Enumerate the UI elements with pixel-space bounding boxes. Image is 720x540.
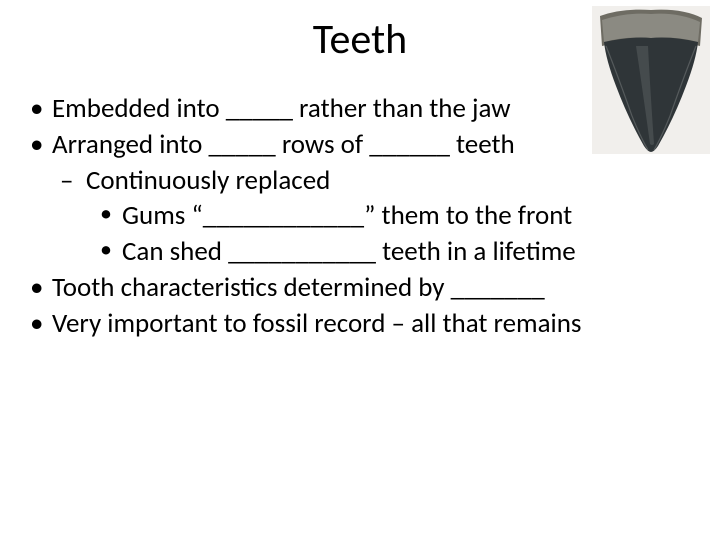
bullet-level3: Gums “____________” them to the front (28, 199, 692, 233)
tooth-icon (592, 6, 710, 154)
slide: Teeth Embedded into _____ rather than th… (0, 0, 720, 540)
bullet-level2: Continuously replaced (28, 164, 692, 198)
shark-tooth-image (592, 6, 710, 154)
bullet-level1: Tooth characteristics determined by ____… (28, 271, 692, 305)
bullet-level3: Can shed ___________ teeth in a lifetime (28, 235, 692, 269)
bullet-level1: Very important to fossil record – all th… (28, 307, 692, 341)
